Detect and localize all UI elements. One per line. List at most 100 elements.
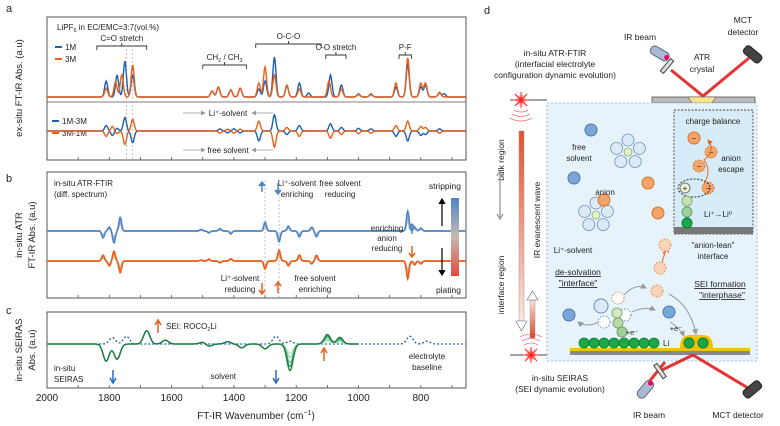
c-ann-solvent: solvent xyxy=(211,372,237,381)
panel-label-d: d xyxy=(484,5,490,17)
x-tick-label: 1200 xyxy=(285,393,308,404)
d-top-method: in-situ ATR-FTIR xyxy=(524,48,587,58)
x-tick-label: 1600 xyxy=(160,393,183,404)
panel-b: in-situ ATR FT-IR Abs. (a.u) in-situ ATR… xyxy=(14,171,467,299)
panel-a-title: LiPF6 in EC/EMC=3:7(vol.%) xyxy=(57,23,159,34)
mct-detector-bottom-icon xyxy=(742,380,763,399)
li-ion-plus xyxy=(679,182,691,194)
ir-beam-bottom-mid xyxy=(661,353,694,372)
plating-arrow-icon xyxy=(438,248,446,277)
d-li-label: Li xyxy=(663,339,669,348)
evanescent-bar-up xyxy=(529,299,536,339)
legend-1m-3m-label: 1M-3M xyxy=(62,117,87,126)
panel-c-ylabel-2: Abs. (a.u) xyxy=(27,329,38,370)
d-ir-beam-bottom: IR beam xyxy=(633,410,665,420)
x-tick-label: 2000 xyxy=(36,393,59,404)
d-ir-beam-top: IR beam xyxy=(624,32,656,42)
anion-ghost-3 xyxy=(650,284,664,298)
x-tick-label: 1800 xyxy=(98,393,121,404)
series-3m-1m xyxy=(47,118,466,149)
d-anion-lean-2: interface xyxy=(698,252,729,261)
solvent-molecule xyxy=(601,204,614,218)
li-sei-atom-1 xyxy=(683,337,695,349)
d-charge-balance: charge balance xyxy=(686,117,741,126)
panel-label-c: c xyxy=(6,305,12,317)
c-ann-baseline-2: baseline xyxy=(412,363,442,372)
li-sei-atom-2 xyxy=(697,337,709,349)
d-interface-region: interface region xyxy=(496,255,506,314)
seiras-trace-t5 xyxy=(47,329,359,372)
anion-molecule-2 xyxy=(651,206,665,220)
li-desolv-1 xyxy=(611,307,623,319)
band-bracket xyxy=(325,52,347,59)
li-atom xyxy=(578,337,590,349)
b-ann-anion-2: anion xyxy=(377,234,397,243)
b-ann-free-enrich-1: free solvent xyxy=(294,274,336,283)
d-desolvation-2: "interface" xyxy=(559,278,598,288)
inset-anion xyxy=(687,131,701,145)
d-atr-2: crystal xyxy=(690,64,715,74)
panel-label-a: a xyxy=(6,3,13,15)
anion-in-cluster xyxy=(597,193,611,207)
solvent-molecule xyxy=(628,155,642,169)
d-sei-2: "interphase" xyxy=(699,290,745,300)
mct-detector-top-icon xyxy=(742,45,763,64)
x-tick-label: 800 xyxy=(412,393,429,404)
series-1m-3m xyxy=(47,113,466,144)
li-atom xyxy=(588,337,600,349)
solvent-molecule-left xyxy=(562,308,576,322)
ir-beam-top-path xyxy=(670,56,750,98)
panel-b-title-1: in-situ ATR-FTIR xyxy=(54,179,113,188)
d-anion-escape-2: escape xyxy=(718,165,744,174)
li-atom-row xyxy=(578,337,660,349)
sei-layer xyxy=(570,348,750,351)
panel-b-ylabel-2: FT-IR Abs. (a.u) xyxy=(27,201,38,268)
b-ann-anion-1: enriching xyxy=(371,224,403,233)
colorbar-plating-label: plating xyxy=(436,285,461,295)
solvent-molecule xyxy=(614,155,628,169)
ir-source-bottom-icon xyxy=(636,379,655,399)
band-bracket xyxy=(398,52,412,59)
li-desolv-2 xyxy=(612,317,624,329)
c-arrow-solvent-down xyxy=(272,370,280,385)
mirror-bottom-icon xyxy=(653,362,667,380)
d-desolvation-1: de-solvation xyxy=(555,267,601,277)
solvent-molecule xyxy=(578,204,591,218)
mirror-top-left-icon xyxy=(659,57,675,75)
panel-a: ex-situ FT-IR Abs. (a.u) LiPF6 in EC/EMC… xyxy=(14,16,467,161)
solvation-cluster-top xyxy=(610,133,646,169)
region-arrow-icon xyxy=(496,169,504,221)
panel-a-frame xyxy=(46,16,467,161)
plus-sign: + xyxy=(683,184,688,193)
band-label: P-F xyxy=(399,43,412,52)
d-atr-1: ATR xyxy=(694,52,710,62)
flow-arrow-3 xyxy=(631,305,656,313)
li-atom xyxy=(648,337,660,349)
minus-sign: − xyxy=(709,148,714,157)
c-ann-seiras-1: in-situ xyxy=(54,364,75,373)
evanescent-arrow-down-icon xyxy=(515,320,528,332)
seiras-trace-t2 xyxy=(47,329,359,362)
panel-d: in-situ ATR-FTIR (interfacial electrolyt… xyxy=(494,15,764,420)
flow-arrow-1 xyxy=(577,321,600,328)
stripping-trace xyxy=(47,208,466,244)
panel-label-b: b xyxy=(6,173,12,185)
li-metal-atom xyxy=(681,217,693,229)
laser-top-icon xyxy=(509,92,533,122)
anion-ghost-1 xyxy=(658,238,672,252)
c-ann-sei: SEI: ROCO2Li xyxy=(166,322,217,333)
band-bracket xyxy=(255,41,322,48)
b-arrow-anion-up xyxy=(408,222,416,234)
band-label: CH2 / CH3 xyxy=(207,53,243,64)
li-ion xyxy=(591,210,601,220)
plating-trace xyxy=(47,249,466,282)
b-arrow-up-orange xyxy=(274,280,282,293)
stripping-arrow-icon xyxy=(438,197,446,226)
electrode xyxy=(570,351,750,355)
seiras-trace-t1 xyxy=(47,329,359,362)
li-atom xyxy=(628,337,640,349)
atr-crystal-icon xyxy=(687,96,717,104)
d-li-solvent: Li⁺-solvent xyxy=(554,246,593,255)
li-solvent-annotation: Li⁺-solvent xyxy=(209,109,248,118)
